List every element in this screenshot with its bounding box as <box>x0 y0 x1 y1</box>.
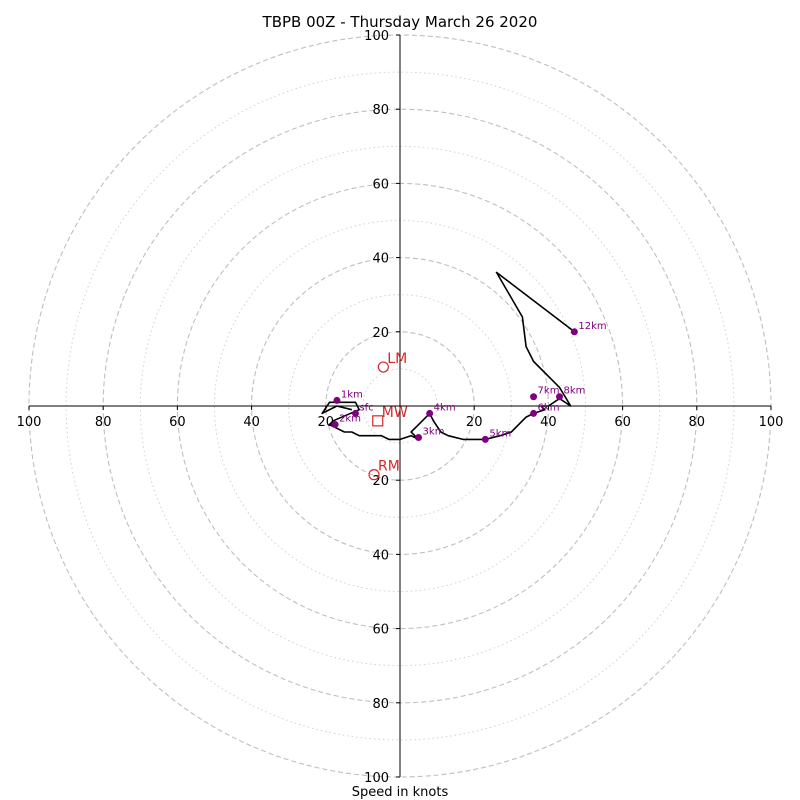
x-tick-label: 60 <box>169 415 186 430</box>
axes <box>29 35 771 777</box>
height-point <box>331 421 339 429</box>
height-points: sfc 1km 2km 3km 4km 5km 6km 7km 8km 12km <box>331 321 607 443</box>
storm-motion-label: LM <box>387 351 407 367</box>
height-point <box>530 393 538 401</box>
y-tick-label: 40 <box>372 548 389 563</box>
height-point <box>351 409 359 417</box>
height-point <box>415 434 423 442</box>
y-tick-label: 80 <box>372 103 389 118</box>
height-point-label: 1km <box>341 389 363 400</box>
height-point <box>530 409 538 417</box>
height-point-label: 3km <box>423 427 445 438</box>
height-point-label: 12km <box>578 321 606 332</box>
chart-title: TBPB 00Z - Thursday March 26 2020 <box>262 13 538 31</box>
storm-motion-label: MW <box>382 405 408 421</box>
x-tick-label: 40 <box>540 415 557 430</box>
height-point-label: 5km <box>489 428 511 439</box>
y-tick-label: 60 <box>372 177 389 192</box>
height-point-label: 6km <box>538 402 560 413</box>
storm-motion-marker <box>377 361 389 373</box>
height-point-label: 2km <box>339 414 361 425</box>
storm-motion-markers: LM MW RM <box>368 351 408 481</box>
height-point-label: 4km <box>434 402 456 413</box>
x-tick-label: 20 <box>466 415 483 430</box>
y-tick-label: 40 <box>372 252 389 267</box>
height-point-label: 7km <box>538 386 560 397</box>
height-point <box>556 393 564 401</box>
y-tick-label: 60 <box>372 623 389 638</box>
x-tick-label: 100 <box>17 415 42 430</box>
x-tick-label: 80 <box>689 415 706 430</box>
y-tick-label: 20 <box>372 326 389 341</box>
x-axis-label: Speed in knots <box>352 785 449 800</box>
height-point <box>481 435 489 443</box>
height-point <box>333 396 341 404</box>
height-point <box>426 409 434 417</box>
storm-motion-marker <box>368 469 380 481</box>
height-point-label: 8km <box>564 386 586 397</box>
y-tick-label: 100 <box>364 29 389 44</box>
x-tick-label: 100 <box>759 415 784 430</box>
hodograph-line <box>321 271 575 441</box>
y-tick-label: 20 <box>372 474 389 489</box>
x-tick-label: 20 <box>318 415 335 430</box>
storm-motion-label: RM <box>378 459 400 475</box>
hodograph-series <box>321 271 575 441</box>
x-tick-label: 40 <box>243 415 260 430</box>
y-tick-label: 80 <box>372 697 389 712</box>
height-point <box>570 328 578 336</box>
tick-labels: 100 80 60 40 20 20 40 60 80 100 100 80 60 40 20 20 40 60 8… <box>17 29 784 786</box>
x-tick-label: 80 <box>95 415 112 430</box>
height-point-label: sfc <box>359 402 373 413</box>
y-tick-label: 100 <box>364 771 389 786</box>
mean-wind-marker <box>372 415 384 427</box>
x-tick-label: 60 <box>614 415 631 430</box>
